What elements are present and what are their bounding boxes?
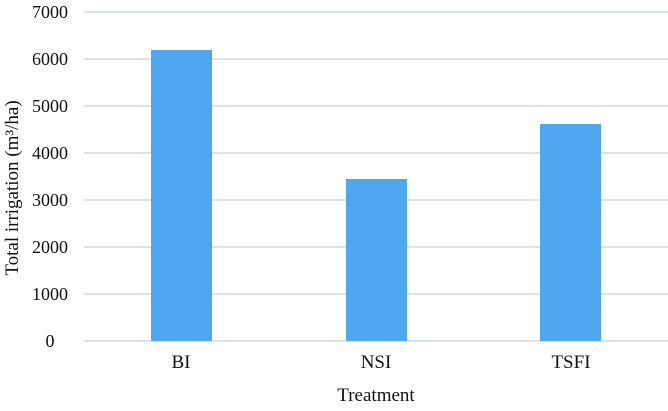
bar-BI bbox=[151, 50, 212, 341]
gridline-4000 bbox=[84, 152, 668, 154]
y-tick-label-7000: 7000 bbox=[32, 2, 68, 22]
y-tick-label-3000: 3000 bbox=[32, 190, 68, 210]
y-tick-label-0: 0 bbox=[45, 331, 55, 351]
x-tick-label-NSI: NSI bbox=[360, 352, 392, 373]
y-tick-label-2000: 2000 bbox=[32, 237, 68, 257]
gridline-0 bbox=[84, 340, 668, 342]
y-tick-label-4000: 4000 bbox=[32, 143, 68, 163]
x-axis-title: Treatment bbox=[337, 385, 415, 406]
bar-TSFI bbox=[540, 124, 601, 341]
y-tick-label-5000: 5000 bbox=[32, 96, 68, 116]
gridline-5000 bbox=[84, 105, 668, 107]
y-tick-label-1000: 1000 bbox=[32, 284, 68, 304]
y-tick-label-6000: 6000 bbox=[32, 49, 68, 69]
x-tick-label-TSFI: TSFI bbox=[551, 352, 591, 373]
gridline-7000 bbox=[84, 11, 668, 13]
bar-NSI bbox=[346, 179, 407, 341]
gridline-6000 bbox=[84, 58, 668, 60]
x-tick-label-BI: BI bbox=[171, 352, 191, 373]
